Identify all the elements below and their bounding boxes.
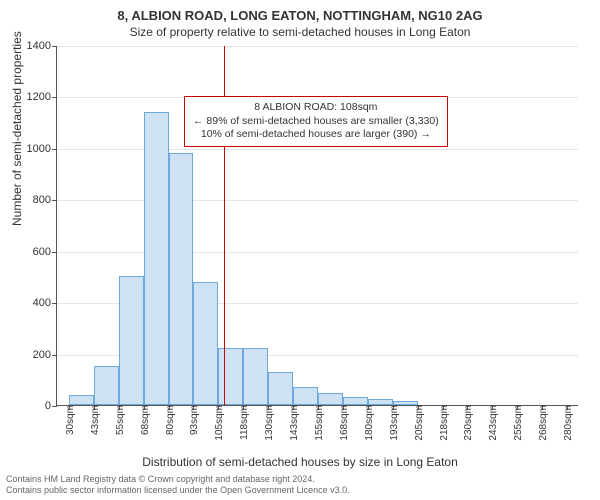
x-tick-label: 243sqm xyxy=(488,405,499,441)
y-tick-label: 800 xyxy=(33,194,51,206)
histogram-bar xyxy=(119,276,144,405)
annotation-line2: ← 89% of semi-detached houses are smalle… xyxy=(193,115,439,129)
histogram-bar xyxy=(193,282,218,405)
x-tick-label: 280sqm xyxy=(563,405,574,441)
x-tick-label: 168sqm xyxy=(339,405,350,441)
histogram-bar xyxy=(318,393,343,405)
y-tick-mark xyxy=(52,97,57,98)
x-tick-label: 230sqm xyxy=(463,405,474,441)
histogram-bar xyxy=(243,348,268,405)
chart-subtitle: Size of property relative to semi-detach… xyxy=(0,23,600,39)
y-tick-label: 400 xyxy=(33,297,51,309)
x-tick-label: 218sqm xyxy=(439,405,450,441)
histogram-bar xyxy=(343,397,368,405)
x-tick-label: 268sqm xyxy=(538,405,549,441)
histogram-bar xyxy=(94,366,119,405)
x-tick-label: 143sqm xyxy=(289,405,300,441)
footer-attribution: Contains HM Land Registry data © Crown c… xyxy=(6,474,594,496)
histogram-bar xyxy=(218,348,243,405)
histogram-bar xyxy=(368,399,393,405)
x-tick-label: 105sqm xyxy=(214,405,225,441)
y-tick-mark xyxy=(52,46,57,47)
gridline xyxy=(57,200,578,201)
x-tick-label: 155sqm xyxy=(314,405,325,441)
footer-line1: Contains HM Land Registry data © Crown c… xyxy=(6,474,594,485)
x-tick-label: 130sqm xyxy=(264,405,275,441)
x-tick-label: 205sqm xyxy=(414,405,425,441)
histogram-bar xyxy=(393,401,418,405)
histogram-bar xyxy=(69,395,94,405)
annotation-box: 8 ALBION ROAD: 108sqm ← 89% of semi-deta… xyxy=(184,96,448,147)
histogram-bar xyxy=(169,153,194,405)
x-axis-label: Distribution of semi-detached houses by … xyxy=(0,455,600,469)
y-tick-label: 1400 xyxy=(27,40,51,52)
y-tick-mark xyxy=(52,252,57,253)
x-tick-label: 80sqm xyxy=(165,405,176,435)
y-tick-label: 1200 xyxy=(27,91,51,103)
x-tick-label: 30sqm xyxy=(65,405,76,435)
gridline xyxy=(57,252,578,253)
x-tick-label: 118sqm xyxy=(239,405,250,440)
x-tick-label: 93sqm xyxy=(189,405,200,435)
x-tick-label: 68sqm xyxy=(140,405,151,435)
y-tick-mark xyxy=(52,355,57,356)
x-tick-label: 55sqm xyxy=(115,405,126,435)
histogram-bar xyxy=(144,112,169,405)
annotation-line1: 8 ALBION ROAD: 108sqm xyxy=(193,101,439,115)
y-tick-mark xyxy=(52,200,57,201)
x-tick-label: 255sqm xyxy=(513,405,524,441)
y-tick-mark xyxy=(52,406,57,407)
y-tick-label: 600 xyxy=(33,246,51,258)
x-tick-label: 180sqm xyxy=(364,405,375,441)
histogram-bar xyxy=(268,372,293,405)
y-tick-mark xyxy=(52,303,57,304)
y-tick-label: 0 xyxy=(45,400,51,412)
x-tick-label: 193sqm xyxy=(389,405,400,441)
gridline xyxy=(57,149,578,150)
chart-title-address: 8, ALBION ROAD, LONG EATON, NOTTINGHAM, … xyxy=(0,0,600,23)
chart-area: 020040060080010001200140030sqm43sqm55sqm… xyxy=(56,46,578,406)
annotation-line3: 10% of semi-detached houses are larger (… xyxy=(193,128,439,142)
y-tick-label: 1000 xyxy=(27,143,51,155)
histogram-bar xyxy=(293,387,318,405)
y-tick-label: 200 xyxy=(33,349,51,361)
x-tick-label: 43sqm xyxy=(90,405,101,435)
gridline xyxy=(57,46,578,47)
y-tick-mark xyxy=(52,149,57,150)
y-axis-label: Number of semi-detached properties xyxy=(10,31,24,226)
footer-line2: Contains public sector information licen… xyxy=(6,485,594,496)
